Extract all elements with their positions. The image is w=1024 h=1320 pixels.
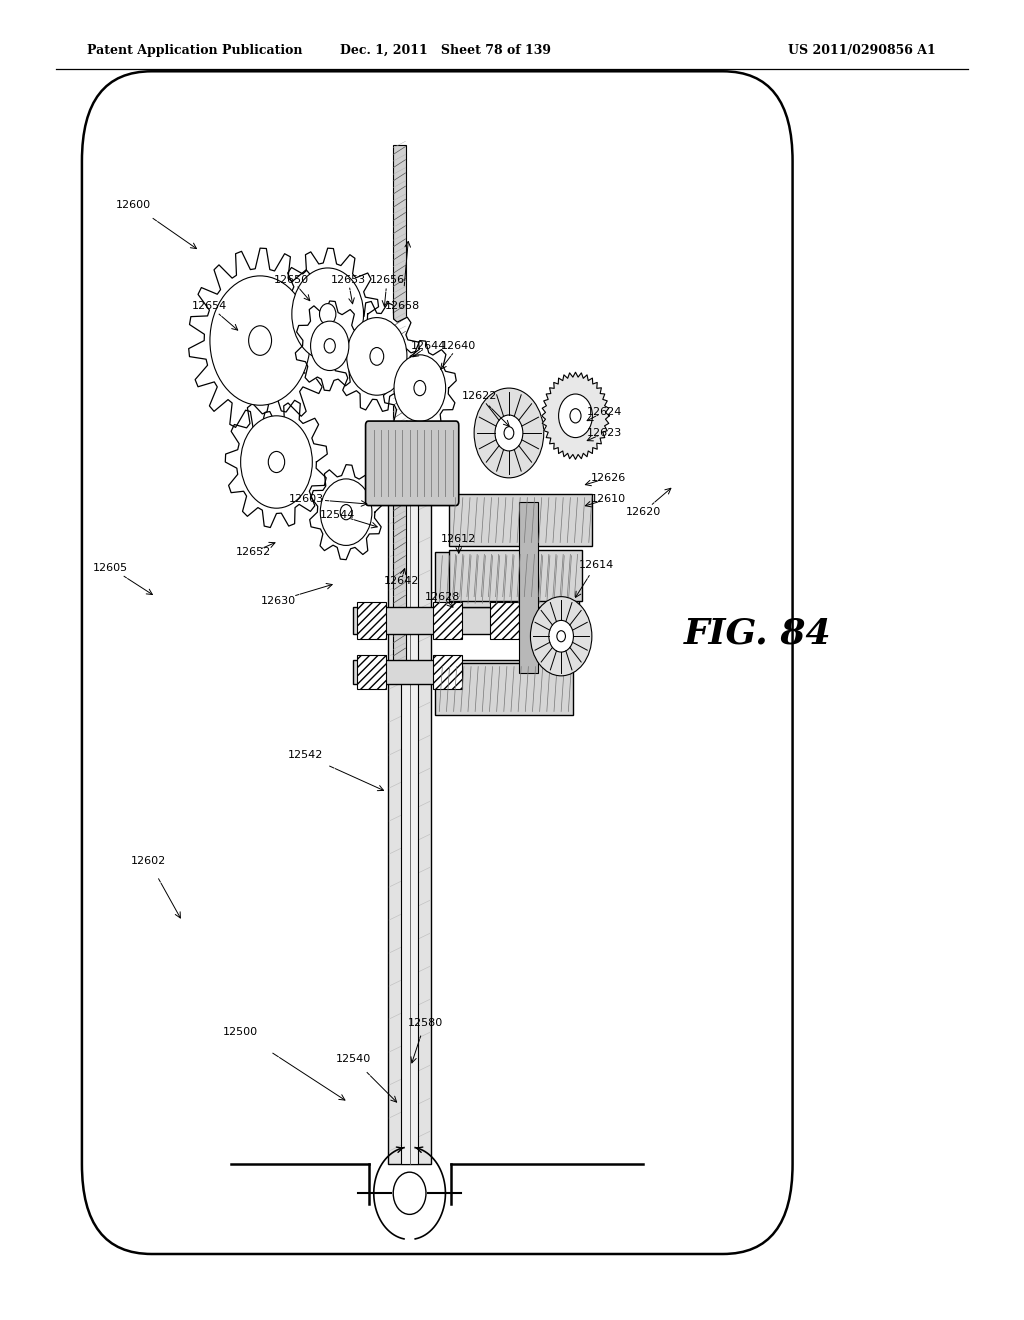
Text: Dec. 1, 2011   Sheet 78 of 139: Dec. 1, 2011 Sheet 78 of 139	[340, 44, 551, 57]
Text: 12642: 12642	[384, 576, 419, 586]
Bar	[433, 655, 462, 689]
Circle shape	[241, 416, 312, 508]
Text: US 2011/0290856 A1: US 2011/0290856 A1	[788, 44, 936, 57]
Circle shape	[474, 388, 544, 478]
Text: 12650: 12650	[274, 275, 309, 285]
Bar	[393, 145, 406, 370]
Circle shape	[504, 426, 514, 440]
Text: 12600: 12600	[116, 199, 151, 210]
Circle shape	[530, 597, 592, 676]
Text: 12614: 12614	[579, 560, 613, 570]
Polygon shape	[276, 248, 379, 380]
Text: 12580: 12580	[408, 1018, 442, 1028]
Text: 12623: 12623	[587, 428, 622, 438]
Text: 12602: 12602	[131, 855, 166, 866]
Polygon shape	[225, 396, 328, 528]
Text: 12620: 12620	[626, 507, 660, 517]
Bar	[353, 660, 568, 684]
Text: 12544: 12544	[321, 510, 355, 520]
Bar	[388, 502, 431, 1164]
Polygon shape	[383, 341, 457, 436]
Bar	[433, 602, 462, 639]
Bar	[490, 602, 519, 639]
Circle shape	[495, 414, 523, 451]
Bar	[449, 494, 592, 546]
Circle shape	[557, 631, 565, 642]
Circle shape	[319, 304, 336, 325]
Circle shape	[210, 276, 310, 405]
Text: 12656: 12656	[370, 275, 404, 285]
Circle shape	[559, 393, 592, 437]
Bar	[393, 370, 406, 673]
Bar	[435, 552, 579, 607]
Text: 12542: 12542	[288, 750, 323, 760]
Bar	[449, 550, 582, 601]
Text: 12644: 12644	[411, 341, 445, 351]
Text: 12652: 12652	[237, 546, 271, 557]
Polygon shape	[309, 465, 383, 560]
Polygon shape	[334, 301, 420, 412]
FancyBboxPatch shape	[82, 71, 793, 1254]
Circle shape	[393, 1172, 426, 1214]
Text: 12653: 12653	[331, 275, 366, 285]
Text: 12640: 12640	[441, 341, 476, 351]
Text: FIG. 84: FIG. 84	[684, 616, 831, 651]
Bar	[401, 396, 418, 1164]
Bar	[519, 502, 538, 673]
Circle shape	[347, 318, 407, 395]
Circle shape	[321, 479, 372, 545]
Circle shape	[370, 347, 384, 366]
Text: 12630: 12630	[261, 595, 296, 606]
Bar	[357, 602, 386, 639]
Circle shape	[268, 451, 285, 473]
Text: 12612: 12612	[441, 533, 476, 544]
Circle shape	[549, 620, 573, 652]
Text: 12540: 12540	[336, 1053, 371, 1064]
Circle shape	[292, 268, 364, 360]
Polygon shape	[295, 301, 365, 391]
Text: 12624: 12624	[587, 407, 622, 417]
Bar	[353, 607, 568, 634]
Bar	[435, 663, 573, 715]
Circle shape	[249, 326, 271, 355]
Circle shape	[310, 321, 349, 371]
Text: 12610: 12610	[591, 494, 626, 504]
Text: 12500: 12500	[223, 1027, 258, 1038]
Polygon shape	[542, 372, 609, 459]
Bar	[357, 655, 386, 689]
Polygon shape	[188, 248, 332, 433]
FancyBboxPatch shape	[366, 421, 459, 506]
Text: Patent Application Publication: Patent Application Publication	[87, 44, 302, 57]
Text: 12658: 12658	[385, 301, 420, 312]
Circle shape	[325, 339, 335, 352]
Circle shape	[570, 409, 581, 422]
Text: 12605: 12605	[93, 562, 128, 573]
Circle shape	[394, 355, 445, 421]
Circle shape	[414, 380, 426, 396]
Text: 12626: 12626	[591, 473, 626, 483]
Circle shape	[340, 504, 352, 520]
Text: 12654: 12654	[193, 301, 227, 312]
Text: 12628: 12628	[425, 591, 460, 602]
Text: 12603: 12603	[289, 494, 324, 504]
Text: 12622: 12622	[462, 391, 497, 401]
